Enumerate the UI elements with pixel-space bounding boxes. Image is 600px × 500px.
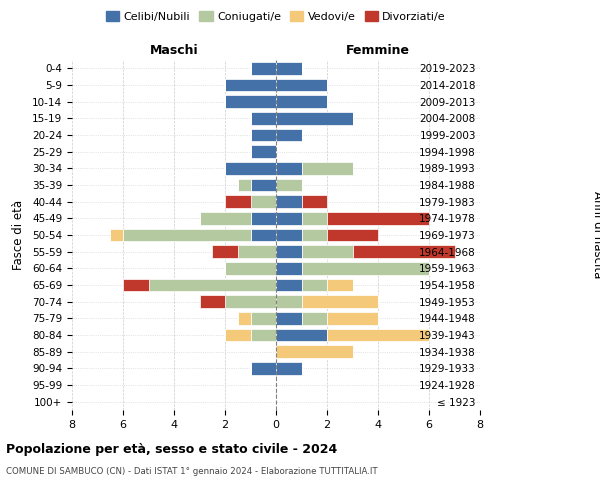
Bar	[276, 329, 327, 341]
Bar	[327, 329, 429, 341]
Bar	[251, 129, 276, 141]
Bar	[225, 79, 276, 92]
Bar	[302, 212, 327, 224]
Bar	[327, 229, 378, 241]
Bar	[199, 212, 251, 224]
Text: Popolazione per età, sesso e stato civile - 2024: Popolazione per età, sesso e stato civil…	[6, 442, 337, 456]
Bar	[251, 62, 276, 74]
Bar	[276, 246, 302, 258]
Bar	[276, 312, 302, 324]
Text: COMUNE DI SAMBUCO (CN) - Dati ISTAT 1° gennaio 2024 - Elaborazione TUTTITALIA.IT: COMUNE DI SAMBUCO (CN) - Dati ISTAT 1° g…	[6, 468, 377, 476]
Bar	[251, 112, 276, 124]
Text: Femmine: Femmine	[346, 44, 410, 57]
Bar	[327, 279, 353, 291]
Bar	[251, 196, 276, 208]
Bar	[225, 329, 251, 341]
Bar	[276, 346, 353, 358]
Bar	[110, 229, 123, 241]
Bar	[276, 279, 302, 291]
Bar	[251, 312, 276, 324]
Bar	[276, 179, 302, 192]
Bar	[327, 212, 429, 224]
Bar	[238, 246, 276, 258]
Bar	[238, 179, 251, 192]
Bar	[276, 62, 302, 74]
Bar	[276, 129, 302, 141]
Bar	[212, 246, 238, 258]
Bar	[302, 162, 353, 174]
Bar	[302, 196, 327, 208]
Bar	[302, 279, 327, 291]
Bar	[276, 196, 302, 208]
Bar	[199, 296, 225, 308]
Bar	[238, 312, 251, 324]
Bar	[302, 312, 327, 324]
Bar	[302, 246, 353, 258]
Bar	[123, 279, 149, 291]
Bar	[225, 96, 276, 108]
Bar	[276, 262, 302, 274]
Bar	[276, 296, 302, 308]
Bar	[251, 179, 276, 192]
Bar	[276, 229, 302, 241]
Text: Anni di nascita: Anni di nascita	[590, 192, 600, 278]
Bar	[276, 212, 302, 224]
Bar	[276, 112, 353, 124]
Bar	[251, 146, 276, 158]
Bar	[251, 229, 276, 241]
Bar	[327, 312, 378, 324]
Bar	[276, 96, 327, 108]
Bar	[251, 212, 276, 224]
Bar	[276, 79, 327, 92]
Bar	[353, 246, 455, 258]
Bar	[302, 229, 327, 241]
Bar	[276, 362, 302, 374]
Bar	[302, 296, 378, 308]
Bar	[149, 279, 276, 291]
Y-axis label: Fasce di età: Fasce di età	[12, 200, 25, 270]
Legend: Celibi/Nubili, Coniugati/e, Vedovi/e, Divorziati/e: Celibi/Nubili, Coniugati/e, Vedovi/e, Di…	[101, 7, 451, 26]
Bar	[251, 329, 276, 341]
Bar	[251, 362, 276, 374]
Bar	[225, 196, 251, 208]
Bar	[123, 229, 251, 241]
Bar	[276, 162, 302, 174]
Text: Maschi: Maschi	[149, 44, 199, 57]
Bar	[225, 296, 276, 308]
Bar	[302, 262, 429, 274]
Bar	[225, 162, 276, 174]
Bar	[225, 262, 276, 274]
